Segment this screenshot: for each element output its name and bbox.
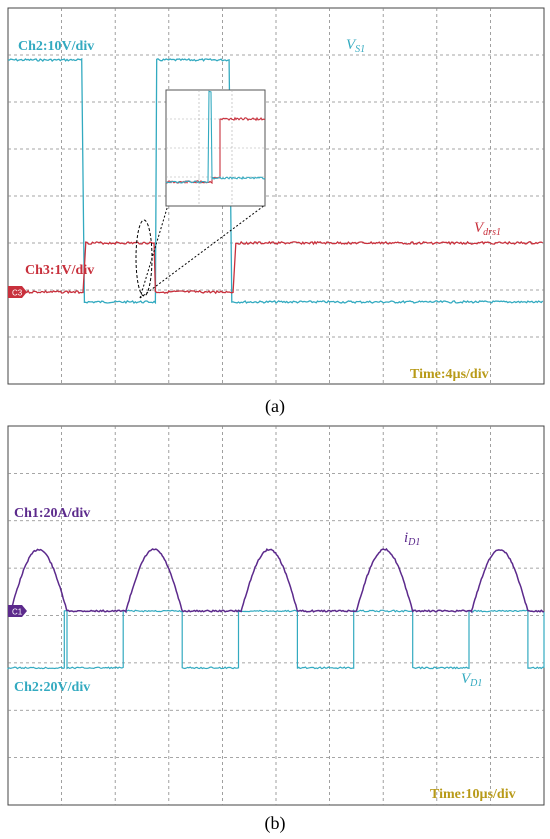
time-div-label: Time:10µs/div: [430, 787, 516, 802]
ch3-marker-text: C3: [12, 289, 23, 298]
chart-b: Ch1:20A/div Ch2:20V/div iD1 VD1 Time:10µs/di…: [0, 420, 550, 839]
ch1-marker-shape: [8, 605, 27, 617]
ch1-scale-label: Ch1:20A/div: [14, 506, 90, 521]
ch3-scale-label: Ch3:1V/div: [25, 263, 94, 278]
zoom-inset: [165, 89, 266, 207]
vdrs1-label: Vdrs1: [474, 220, 501, 238]
zoom-inset-vs1: [165, 90, 266, 184]
id1-label: iD1: [404, 530, 420, 548]
chart-a: Ch2:10V/div Ch3:1V/div VS1 Vdrs1 Time:4µs/di…: [7, 7, 545, 416]
zoom-line-right: [139, 204, 266, 299]
chart-b-caption: (b): [264, 813, 286, 833]
ch1-marker-text: C1: [12, 608, 23, 617]
chart-b-svg: Ch1:20A/div Ch2:20V/div iD1 VD1 Time:10µs/di…: [7, 425, 545, 806]
time-div-label: Time:4µs/div: [410, 367, 489, 382]
vd1-label: VD1: [461, 671, 482, 689]
series-vdrs1-line: [7, 240, 543, 295]
ch3-marker-shape: [8, 286, 27, 298]
ch1-marker: C1: [8, 605, 27, 617]
chart-a-svg: Ch2:10V/div Ch3:1V/div VS1 Vdrs1 Time:4µs/di…: [7, 7, 545, 385]
series-vs1-line: [7, 57, 544, 305]
ch3-marker: C3: [8, 286, 27, 298]
series-id1-line: [7, 547, 545, 614]
ch2-scale-label: Ch2:20V/div: [14, 680, 90, 695]
ch2-scale-label: Ch2:10V/div: [18, 39, 94, 54]
chart-a-caption: (a): [265, 396, 285, 416]
zoom-line-left: [139, 204, 169, 299]
vs1-label: VS1: [346, 37, 365, 55]
series-vd1-line: [7, 609, 545, 670]
